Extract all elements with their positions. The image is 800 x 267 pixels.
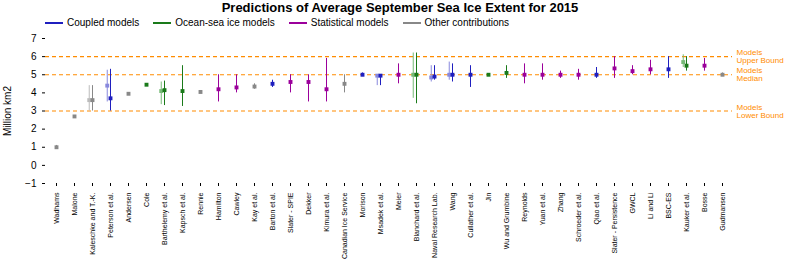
svg-text:Rennie: Rennie [197, 192, 204, 214]
svg-text:GWCL: GWCL [629, 192, 636, 213]
svg-text:Cullather et al.: Cullather et al. [467, 192, 474, 237]
html-text:Other contributions: Other contributions [424, 17, 510, 28]
svg-text:Slater - Persistence: Slater - Persistence [611, 192, 618, 253]
svg-text:Meier: Meier [395, 192, 402, 210]
svg-text:Schroeder et al.: Schroeder et al. [575, 192, 582, 241]
svg-text:Qiao et al.: Qiao et al. [593, 192, 601, 224]
svg-text:Morison: Morison [359, 192, 366, 217]
svg-text:Jin: Jin [485, 192, 492, 201]
svg-text:Kauker et al.: Kauker et al. [683, 192, 690, 231]
svg-text:Wu and Grumbine: Wu and Grumbine [503, 192, 510, 249]
svg-text:Malone: Malone [71, 192, 78, 215]
svg-text:Reynolds: Reynolds [521, 192, 529, 222]
svg-text:Kapsch et al.: Kapsch et al. [179, 192, 187, 233]
svg-text:1: 1 [31, 141, 37, 152]
svg-text:−1: −1 [25, 178, 37, 189]
svg-text:Zhang: Zhang [557, 192, 565, 212]
svg-text:Naval Research Lab.: Naval Research Lab. [431, 192, 438, 257]
svg-text:Dekker: Dekker [305, 192, 312, 215]
svg-text:Kay et al.: Kay et al. [251, 192, 259, 221]
svg-text:Blanchard et al.: Blanchard et al. [413, 192, 420, 241]
svg-text:Cawley: Cawley [233, 192, 241, 215]
svg-text:0: 0 [31, 160, 37, 171]
svg-text:Kaleschke and T.-K.: Kaleschke and T.-K. [89, 192, 96, 254]
svg-text:Bosse: Bosse [701, 192, 708, 212]
svg-text:2: 2 [31, 123, 37, 134]
svg-text:5: 5 [31, 69, 37, 80]
svg-text:ModelsLower Bound: ModelsLower Bound [737, 103, 784, 120]
html-text:Predictions of Average Septemb: Predictions of Average September Sea Ice… [221, 0, 579, 15]
svg-text:BSC-ES: BSC-ES [665, 192, 672, 218]
svg-text:Kimura et al.: Kimura et al. [323, 192, 330, 231]
svg-text:ModelsUpper Bound: ModelsUpper Bound [737, 48, 784, 65]
svg-text:Canadian Ice Service: Canadian Ice Service [341, 192, 348, 259]
html-text:Statistical models: Statistical models [310, 17, 389, 28]
svg-text:4: 4 [31, 87, 37, 98]
svg-text:6: 6 [31, 51, 37, 62]
svg-text:Wadhams: Wadhams [53, 192, 60, 224]
svg-text:Peterson et al.: Peterson et al. [107, 192, 114, 237]
svg-text:Slater - SPIE: Slater - SPIE [287, 192, 294, 233]
svg-text:Msadek et al.: Msadek et al. [377, 192, 384, 234]
svg-text:3: 3 [31, 105, 37, 116]
svg-text:Wang: Wang [449, 192, 457, 210]
svg-text:ModelsMedian: ModelsMedian [737, 66, 763, 83]
svg-text:Gudmansen: Gudmansen [719, 192, 726, 230]
svg-text:7: 7 [31, 33, 37, 44]
svg-text:Million km2: Million km2 [2, 86, 13, 136]
svg-text:Andersen: Andersen [125, 192, 132, 222]
svg-text:Li and Li: Li and Li [647, 192, 654, 219]
svg-text:Yuan et al.: Yuan et al. [539, 192, 546, 225]
svg-text:Cole: Cole [143, 192, 150, 207]
html-text:Coupled models: Coupled models [67, 17, 140, 28]
html-text:Ocean-sea ice models: Ocean-sea ice models [175, 17, 275, 28]
svg-text:Barton et al.: Barton et al. [269, 192, 276, 230]
svg-text:Barthelemy et al.: Barthelemy et al. [161, 192, 169, 245]
svg-text:Hamilton: Hamilton [215, 192, 222, 220]
